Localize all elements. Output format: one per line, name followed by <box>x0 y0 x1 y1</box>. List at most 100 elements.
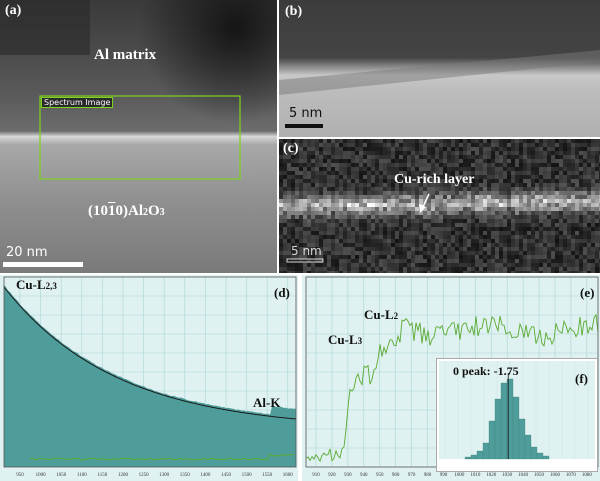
noise-pixel <box>327 167 331 171</box>
x-tick-d: 1500 <box>242 473 253 478</box>
noise-pixel <box>323 211 327 215</box>
noise-pixel <box>499 259 503 263</box>
noise-pixel <box>355 239 359 243</box>
noise-pixel <box>411 143 415 147</box>
x-tick-d: 1000 <box>36 473 47 478</box>
noise-pixel <box>331 247 335 251</box>
noise-pixel <box>315 255 319 259</box>
noise-pixel <box>315 167 319 171</box>
noise-pixel <box>479 215 483 219</box>
noise-pixel <box>483 151 487 155</box>
noise-pixel <box>463 211 467 215</box>
noise-pixel <box>567 175 571 179</box>
noise-pixel <box>283 215 287 219</box>
noise-pixel <box>395 267 399 271</box>
noise-pixel <box>407 215 411 219</box>
noise-pixel <box>471 163 475 167</box>
noise-pixel <box>491 243 495 247</box>
noise-pixel <box>515 179 519 183</box>
noise-pixel <box>303 251 307 255</box>
noise-pixel <box>455 175 459 179</box>
noise-pixel <box>455 211 459 215</box>
histogram-bar <box>500 382 508 460</box>
noise-pixel <box>279 195 283 199</box>
noise-pixel <box>279 171 283 175</box>
noise-pixel <box>591 155 595 159</box>
noise-pixel <box>403 263 407 267</box>
noise-pixel <box>339 211 343 215</box>
noise-pixel <box>447 171 451 175</box>
noise-pixel <box>427 211 431 215</box>
noise-pixel <box>403 175 407 179</box>
noise-pixel <box>279 207 283 211</box>
noise-pixel <box>387 231 391 235</box>
noise-pixel <box>595 187 599 191</box>
noise-pixel <box>467 271 471 273</box>
noise-pixel <box>555 267 559 271</box>
noise-pixel <box>375 231 379 235</box>
noise-pixel <box>319 187 323 191</box>
noise-pixel <box>299 251 303 255</box>
noise-pixel <box>595 215 599 219</box>
noise-pixel <box>287 215 291 219</box>
noise-pixel <box>531 167 535 171</box>
noise-pixel <box>339 247 343 251</box>
noise-pixel <box>571 259 575 263</box>
noise-pixel <box>575 243 579 247</box>
noise-pixel <box>463 267 467 271</box>
noise-pixel <box>523 171 527 175</box>
noise-pixel <box>527 271 531 273</box>
noise-pixel <box>411 247 415 251</box>
noise-pixel <box>591 223 595 227</box>
noise-pixel <box>507 267 511 271</box>
noise-pixel <box>571 159 575 163</box>
noise-pixel <box>503 195 507 199</box>
noise-pixel <box>515 171 519 175</box>
noise-pixel <box>303 163 307 167</box>
noise-pixel <box>539 167 543 171</box>
noise-pixel <box>371 167 375 171</box>
noise-pixel <box>307 227 311 231</box>
noise-pixel <box>439 139 443 143</box>
noise-pixel <box>523 239 527 243</box>
noise-pixel <box>423 147 427 151</box>
noise-pixel <box>531 211 535 215</box>
noise-pixel <box>367 247 371 251</box>
noise-pixel <box>531 139 535 143</box>
noise-pixel <box>483 139 487 143</box>
noise-pixel <box>307 247 311 251</box>
noise-pixel <box>527 259 531 263</box>
noise-pixel <box>479 151 483 155</box>
noise-pixel <box>387 143 391 147</box>
noise-pixel <box>363 187 367 191</box>
noise-pixel <box>559 139 563 143</box>
noise-pixel <box>567 199 571 203</box>
noise-pixel <box>495 171 499 175</box>
noise-pixel <box>295 175 299 179</box>
noise-pixel <box>363 183 367 187</box>
noise-pixel <box>407 203 411 207</box>
noise-pixel <box>343 239 347 243</box>
noise-pixel <box>511 251 515 255</box>
noise-pixel <box>395 183 399 187</box>
background-fit-d <box>3 286 297 420</box>
noise-pixel <box>287 255 291 259</box>
noise-pixel <box>323 147 327 151</box>
noise-pixel <box>563 195 567 199</box>
noise-pixel <box>355 263 359 267</box>
noise-pixel <box>543 227 547 231</box>
noise-pixel <box>563 151 567 155</box>
noise-pixel <box>483 171 487 175</box>
noise-pixel <box>431 259 435 263</box>
noise-pixel <box>299 203 303 207</box>
noise-pixel <box>579 239 583 243</box>
noise-pixel <box>355 155 359 159</box>
noise-pixel <box>371 259 375 263</box>
noise-pixel <box>435 139 439 143</box>
noise-pixel <box>359 167 363 171</box>
noise-pixel <box>303 235 307 239</box>
noise-pixel <box>535 267 539 271</box>
noise-pixel <box>487 175 491 179</box>
noise-pixel <box>587 263 591 267</box>
noise-pixel <box>563 191 567 195</box>
